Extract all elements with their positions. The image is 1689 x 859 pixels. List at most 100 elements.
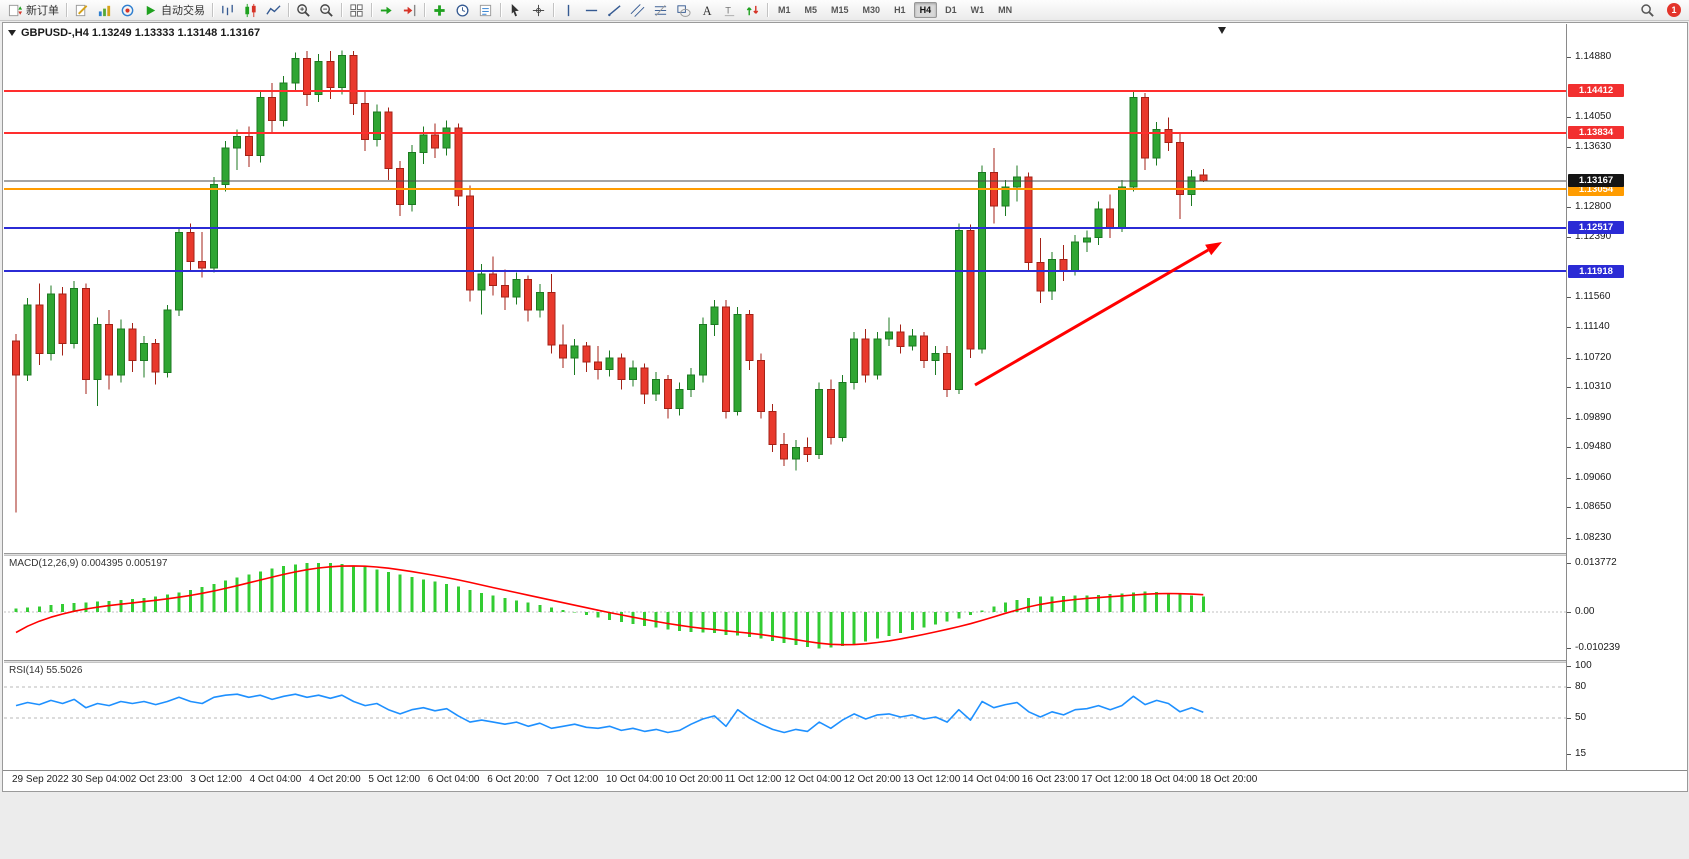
fibonacci-button[interactable] <box>649 1 672 19</box>
line-chart-icon <box>266 3 281 18</box>
timeframe-w1[interactable]: W1 <box>970 5 985 15</box>
time-axis-divider <box>3 770 1687 771</box>
shapes-icon <box>676 3 691 18</box>
toolbar-separator <box>341 3 342 17</box>
date-label: 12 Oct 04:00 <box>784 774 842 785</box>
price-tick-tick <box>1567 478 1571 479</box>
rsi-tick: 80 <box>1575 681 1587 692</box>
horizontal-line-button[interactable] <box>580 1 603 19</box>
vertical-line-icon <box>561 3 576 18</box>
search-button[interactable] <box>1636 1 1659 19</box>
trendline-icon <box>607 3 622 18</box>
text-label-button[interactable]: T <box>718 1 741 19</box>
periods-button[interactable] <box>451 1 474 19</box>
timeframe-m5[interactable]: M5 <box>804 5 818 15</box>
fibonacci-icon <box>653 3 668 18</box>
new-order-label: 新订单 <box>26 5 59 17</box>
text-button[interactable]: A <box>695 1 718 19</box>
price-tick: 1.09480 <box>1575 441 1612 452</box>
trendline-button[interactable] <box>603 1 626 19</box>
candlestick-chart-button[interactable] <box>239 1 262 19</box>
price-tick-tick <box>1567 418 1571 419</box>
price-tick: 1.12800 <box>1575 201 1612 212</box>
shapes-button[interactable] <box>672 1 695 19</box>
price-tick: 1.14050 <box>1575 111 1612 122</box>
price-tick: 1.11140 <box>1575 321 1610 332</box>
trend-arrow-head[interactable] <box>1205 242 1222 256</box>
line-chart-button[interactable] <box>262 1 285 19</box>
zoom-out-icon <box>319 3 334 18</box>
autotrading-label: 自动交易 <box>161 5 205 17</box>
date-label: 29 Sep 2022 <box>12 774 69 785</box>
zoom-in-icon <box>296 3 311 18</box>
macd-tick: 0.00 <box>1575 606 1595 617</box>
indicators-button[interactable] <box>428 1 451 19</box>
arrow-objects-icon <box>745 3 760 18</box>
time-axis[interactable]: 29 Sep 2022 30 Sep 04:00 2 Oct 23:00 3 Oct … <box>4 772 1566 790</box>
rsi-panel[interactable]: RSI(14) 55.5026 <box>4 663 1566 770</box>
bar-chart-button[interactable] <box>216 1 239 19</box>
timeframe-m15[interactable]: M15 <box>831 5 849 15</box>
timeframe-m30[interactable]: M30 <box>862 5 881 15</box>
date-label: 6 Oct 20:00 <box>487 774 539 785</box>
rsi-panel-splitter[interactable] <box>4 660 1566 663</box>
tile-windows-icon <box>349 3 364 18</box>
trend-arrow[interactable] <box>974 248 1209 387</box>
new-order-button[interactable]: 新订单 <box>4 1 63 19</box>
equidistant-channel-icon <box>630 3 645 18</box>
market-button[interactable] <box>93 1 116 19</box>
toolbar-separator <box>371 3 372 17</box>
arrow-objects-button[interactable] <box>741 1 764 19</box>
svg-text:T: T <box>725 5 731 15</box>
tile-windows-button[interactable] <box>345 1 368 19</box>
candlestick-chart-icon <box>243 3 258 18</box>
main-chart[interactable]: GBPUSD-,H4 1.13249 1.13333 1.13148 1.131… <box>4 24 1566 553</box>
price-axis[interactable]: 1.14880 1.14050 1.13630 1.12800 1.12390 1.115… <box>1567 24 1687 770</box>
chart-shift-marker[interactable] <box>1218 27 1226 34</box>
metaeditor-button[interactable] <box>70 1 93 19</box>
periods-icon <box>455 3 470 18</box>
timeframe-h4[interactable]: H4 <box>913 2 938 18</box>
price-axis-divider <box>1566 24 1567 770</box>
signals-button[interactable] <box>116 1 139 19</box>
vertical-line-button[interactable] <box>557 1 580 19</box>
macd-signal-line <box>15 565 1204 646</box>
toolbar-separator <box>212 3 213 17</box>
toolbar-separator <box>424 3 425 17</box>
zoom-out-button[interactable] <box>315 1 338 19</box>
equidistant-channel-button[interactable] <box>626 1 649 19</box>
timeframe-m1[interactable]: M1 <box>778 5 791 15</box>
rsi-tick-tick <box>1567 754 1571 755</box>
toolbar-separator <box>66 3 67 17</box>
autotrading-button[interactable]: 自动交易 <box>139 1 209 19</box>
chart-shift-button[interactable] <box>398 1 421 19</box>
crosshair-button[interactable] <box>527 1 550 19</box>
date-label: 4 Oct 20:00 <box>309 774 361 785</box>
date-label: 4 Oct 04:00 <box>249 774 302 785</box>
cursor-button[interactable] <box>504 1 527 19</box>
price-tick: 1.12390 <box>1575 231 1612 242</box>
templates-button[interactable] <box>474 1 497 19</box>
toolbar-right: 1 <box>1636 1 1681 19</box>
timeframe-d1[interactable]: D1 <box>945 5 957 15</box>
rsi-tick-tick <box>1567 718 1571 719</box>
price-badge: 1.11918 <box>1568 264 1624 278</box>
macd-panel-splitter[interactable] <box>4 553 1566 556</box>
text-icon: A <box>699 3 714 18</box>
date-label: 13 Oct 12:00 <box>903 774 961 785</box>
zoom-in-button[interactable] <box>292 1 315 19</box>
templates-icon <box>478 3 493 18</box>
timeframe-mn[interactable]: MN <box>998 5 1013 15</box>
market-icon <box>97 3 112 18</box>
macd-panel[interactable]: MACD(12,26,9) 0.004395 0.005197 <box>4 556 1566 660</box>
date-label: 16 Oct 23:00 <box>1021 774 1080 785</box>
toolbar-separator <box>553 3 554 17</box>
notification-badge[interactable]: 1 <box>1667 3 1681 17</box>
price-badge: 1.12517 <box>1568 221 1624 235</box>
price-tick: 1.14880 <box>1575 51 1612 62</box>
auto-scroll-button[interactable] <box>375 1 398 19</box>
date-label: 14 Oct 04:00 <box>962 774 1020 785</box>
macd-tick-tick <box>1567 563 1571 564</box>
price-tick-tick <box>1567 297 1571 298</box>
timeframe-h1[interactable]: H1 <box>894 5 906 15</box>
